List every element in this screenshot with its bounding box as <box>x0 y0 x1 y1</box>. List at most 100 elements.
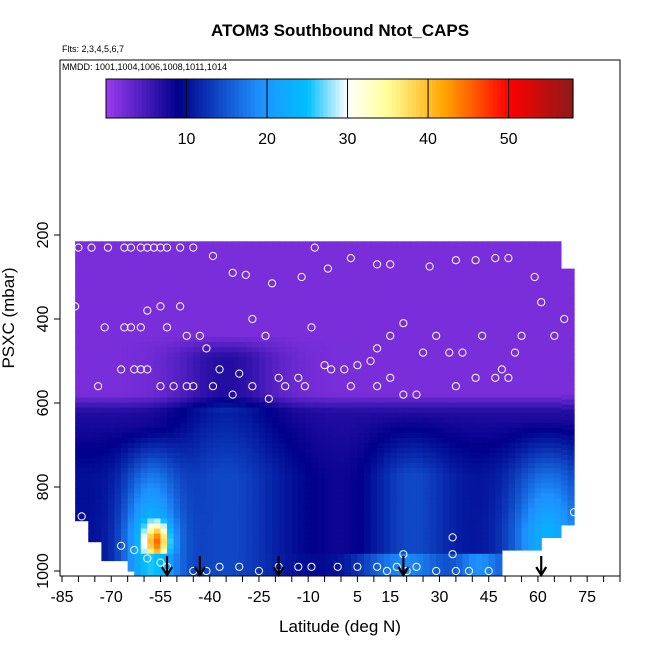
heatmap-cell <box>337 397 345 404</box>
heatmap-cell <box>423 392 431 399</box>
heatmap-cell <box>403 432 411 439</box>
heatmap-cell <box>272 558 280 565</box>
heatmap-cell <box>469 452 477 459</box>
heatmap-cell <box>344 483 352 489</box>
heatmap-cell <box>350 437 359 444</box>
heatmap-cell <box>324 372 332 378</box>
heatmap-cell <box>291 422 299 429</box>
heatmap-cell <box>488 473 496 479</box>
heatmap-cell <box>226 508 234 515</box>
heatmap-cell <box>501 261 509 268</box>
heatmap-cell <box>252 377 260 384</box>
heatmap-cell <box>501 281 509 288</box>
heatmap-cell <box>219 256 227 263</box>
heatmap-cell <box>127 362 135 368</box>
heatmap-cell <box>252 473 260 479</box>
heatmap-cell <box>554 493 562 499</box>
heatmap-cell <box>94 362 102 368</box>
heatmap-cell <box>304 503 313 510</box>
heatmap-cell <box>396 352 404 358</box>
heatmap-cell <box>199 573 208 576</box>
heatmap-cell <box>554 372 562 378</box>
heatmap-cell <box>541 437 549 444</box>
heatmap-cell <box>81 427 89 434</box>
heatmap-cell <box>370 533 378 540</box>
heatmap-cell <box>377 362 385 368</box>
heatmap-cell <box>429 261 437 268</box>
heatmap-cell <box>134 311 142 318</box>
heatmap-cell <box>455 488 464 494</box>
heatmap-cell <box>416 548 424 555</box>
heatmap-cell <box>285 362 293 368</box>
heatmap-cell <box>390 412 398 419</box>
heatmap-cell <box>193 241 201 247</box>
heatmap-cell <box>514 538 523 545</box>
heatmap-cell <box>298 412 306 419</box>
heatmap-cell <box>567 465 575 471</box>
heatmap-cell <box>357 286 365 293</box>
heatmap-cell <box>469 306 477 313</box>
heatmap-cell <box>508 271 516 278</box>
heatmap-cell <box>449 533 457 540</box>
heatmap-cell <box>331 553 339 560</box>
heatmap-cell <box>298 291 306 298</box>
heatmap-cell <box>219 498 227 504</box>
heatmap-cell <box>475 473 483 479</box>
heatmap-cell <box>239 276 247 283</box>
heatmap-cell <box>252 246 260 252</box>
heatmap-cell <box>180 493 188 499</box>
heatmap-cell <box>436 316 444 323</box>
heatmap-cell <box>173 397 181 404</box>
heatmap-cell <box>285 321 293 328</box>
heatmap-cell <box>278 503 286 510</box>
heatmap-cell <box>101 301 109 308</box>
heatmap-cell <box>534 458 542 464</box>
heatmap-cell <box>482 407 490 414</box>
heatmap-cell <box>258 523 267 530</box>
heatmap-cell <box>81 256 89 263</box>
heatmap-cell <box>206 367 214 373</box>
heatmap-cell <box>324 553 332 560</box>
heatmap-cell <box>186 468 194 474</box>
heatmap-cell <box>153 326 162 333</box>
heatmap-cell <box>285 357 293 363</box>
observation-point <box>405 230 415 240</box>
heatmap-cell <box>442 306 450 313</box>
heatmap-cell <box>396 518 404 525</box>
heatmap-cell <box>232 533 240 540</box>
heatmap-cell <box>324 458 332 464</box>
heatmap-cell <box>304 468 313 474</box>
heatmap-cell <box>81 452 89 459</box>
heatmap-cell <box>107 332 116 338</box>
heatmap-cell <box>114 296 122 303</box>
heatmap-cell <box>344 488 352 494</box>
heatmap-cell <box>304 417 313 424</box>
heatmap-cell <box>357 261 365 268</box>
heatmap-cell <box>403 417 411 424</box>
heatmap-cell <box>554 301 562 308</box>
heatmap-cell <box>140 271 148 278</box>
heatmap-cell <box>239 271 247 278</box>
heatmap-cell <box>344 442 352 449</box>
heatmap-cell <box>337 342 345 348</box>
heatmap-cell <box>160 347 168 353</box>
heatmap-cell <box>567 424 575 431</box>
heatmap-cell <box>318 266 326 273</box>
heatmap-cell <box>363 301 372 308</box>
heatmap-cell <box>324 271 332 278</box>
heatmap-cell <box>541 367 549 373</box>
heatmap-cell <box>495 347 503 353</box>
heatmap-cell <box>514 432 523 439</box>
heatmap-cell <box>462 392 470 399</box>
heatmap-cell <box>377 256 385 263</box>
heatmap-cell <box>350 553 359 560</box>
heatmap-cell <box>160 468 168 474</box>
heatmap-cell <box>482 417 490 424</box>
heatmap-cell <box>331 306 339 313</box>
heatmap-cell <box>383 256 391 263</box>
heatmap-cell <box>245 558 253 565</box>
heatmap-cell <box>232 387 240 394</box>
heatmap-cell <box>541 528 549 535</box>
heatmap-cell <box>403 316 411 323</box>
heatmap-cell <box>298 483 306 489</box>
